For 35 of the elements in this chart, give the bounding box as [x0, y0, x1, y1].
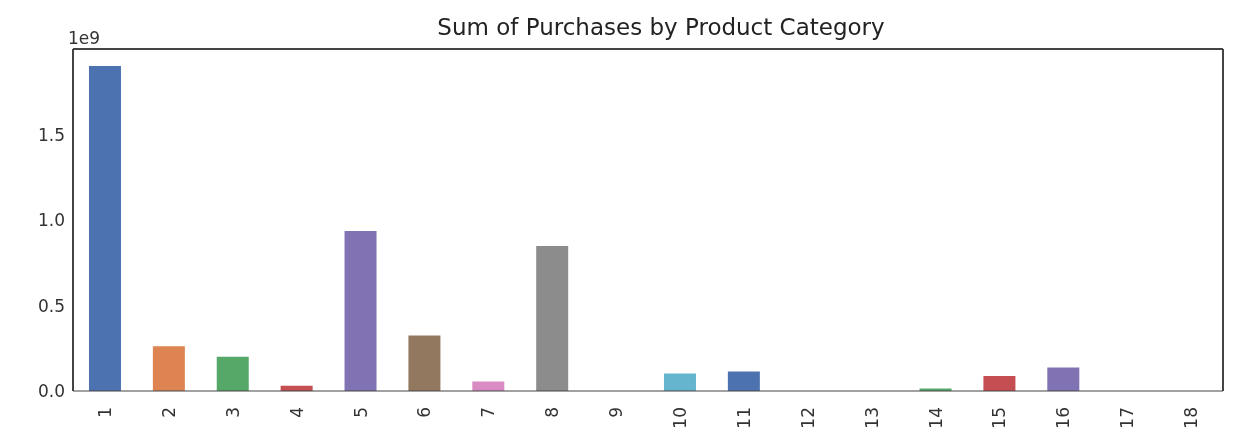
- bar: [536, 245, 569, 391]
- y-tick-label: 1.5: [37, 124, 65, 145]
- text: 1e9: [68, 28, 101, 48]
- x-tick-label: 11: [733, 407, 754, 429]
- chart-title: Sum of Purchases by Product Category: [437, 14, 885, 40]
- y-tick-label: 1.0: [37, 210, 65, 231]
- x-tick-label: 9: [606, 407, 627, 418]
- x-tick-label: 6: [414, 407, 435, 418]
- bar: [663, 373, 696, 391]
- x-tick-label: 13: [861, 407, 882, 429]
- x-tick-label: 5: [350, 407, 371, 418]
- x-tick-label: 4: [286, 407, 307, 418]
- x-tick-label: 18: [1181, 407, 1202, 429]
- bar: [983, 375, 1016, 391]
- x-tick-label: 14: [925, 407, 946, 429]
- x-tick-label: 3: [222, 407, 243, 418]
- bar: [88, 66, 121, 391]
- bar: [727, 371, 760, 391]
- x-tick-label: 12: [797, 407, 818, 429]
- bar: [344, 230, 377, 391]
- x-tick-label: 1: [94, 407, 115, 418]
- y-tick-label: 0.0: [37, 381, 65, 402]
- y-tick-label: 0.5: [37, 295, 65, 316]
- x-tick-label: 2: [158, 407, 179, 418]
- x-tick-label: 10: [669, 407, 690, 429]
- bar: [408, 335, 441, 391]
- bar: [1047, 367, 1080, 391]
- bar: [216, 356, 249, 391]
- x-tick-label: 8: [542, 407, 563, 418]
- x-tick-label: 15: [989, 407, 1010, 429]
- x-tick-label: 16: [1053, 407, 1074, 429]
- bar: [152, 346, 185, 391]
- bar: [472, 381, 505, 391]
- x-tick-label: 17: [1117, 407, 1138, 429]
- x-tick-label: 7: [478, 407, 499, 418]
